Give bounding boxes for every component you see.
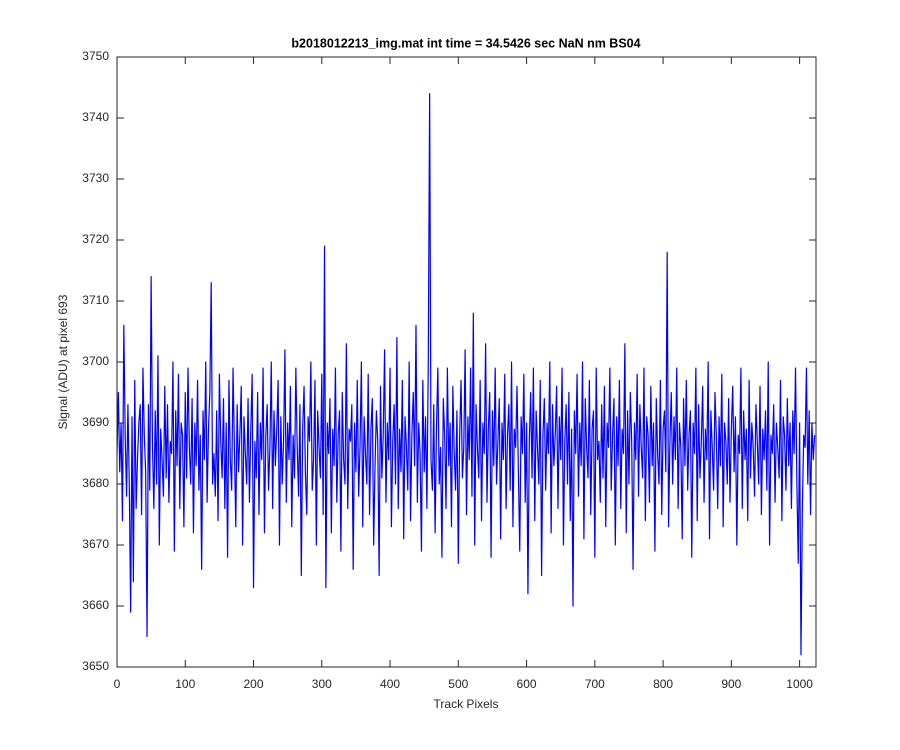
chart-title: b2018012213_img.mat int time = 34.5426 s… <box>291 36 640 50</box>
x-tick-label: 100 <box>175 677 195 691</box>
x-tick-label: 700 <box>585 677 605 691</box>
y-tick-label: 3650 <box>82 659 109 673</box>
x-tick-label: 900 <box>721 677 741 691</box>
x-tick-label: 800 <box>653 677 673 691</box>
x-tick-label: 200 <box>244 677 264 691</box>
data-line <box>116 93 816 656</box>
x-tick-label: 300 <box>312 677 332 691</box>
y-tick-label: 3720 <box>82 232 109 246</box>
x-axis-label: Track Pixels <box>434 697 499 711</box>
x-tick-label: 0 <box>114 677 121 691</box>
x-tick-label: 500 <box>448 677 468 691</box>
y-tick-label: 3740 <box>82 110 109 124</box>
y-tick-label: 3660 <box>82 598 109 612</box>
y-tick-label: 3690 <box>82 415 109 429</box>
x-tick-label: 600 <box>517 677 537 691</box>
y-tick-label: 3710 <box>82 293 109 307</box>
y-tick-label: 3670 <box>82 537 109 551</box>
y-tick-label: 3680 <box>82 476 109 490</box>
x-tick-label: 400 <box>380 677 400 691</box>
y-tick-label: 3750 <box>82 49 109 63</box>
y-tick-label: 3700 <box>82 354 109 368</box>
y-axis-label: Signal (ADU) at pixel 693 <box>56 294 70 429</box>
y-tick-label: 3730 <box>82 171 109 185</box>
x-tick-label: 1000 <box>786 677 813 691</box>
